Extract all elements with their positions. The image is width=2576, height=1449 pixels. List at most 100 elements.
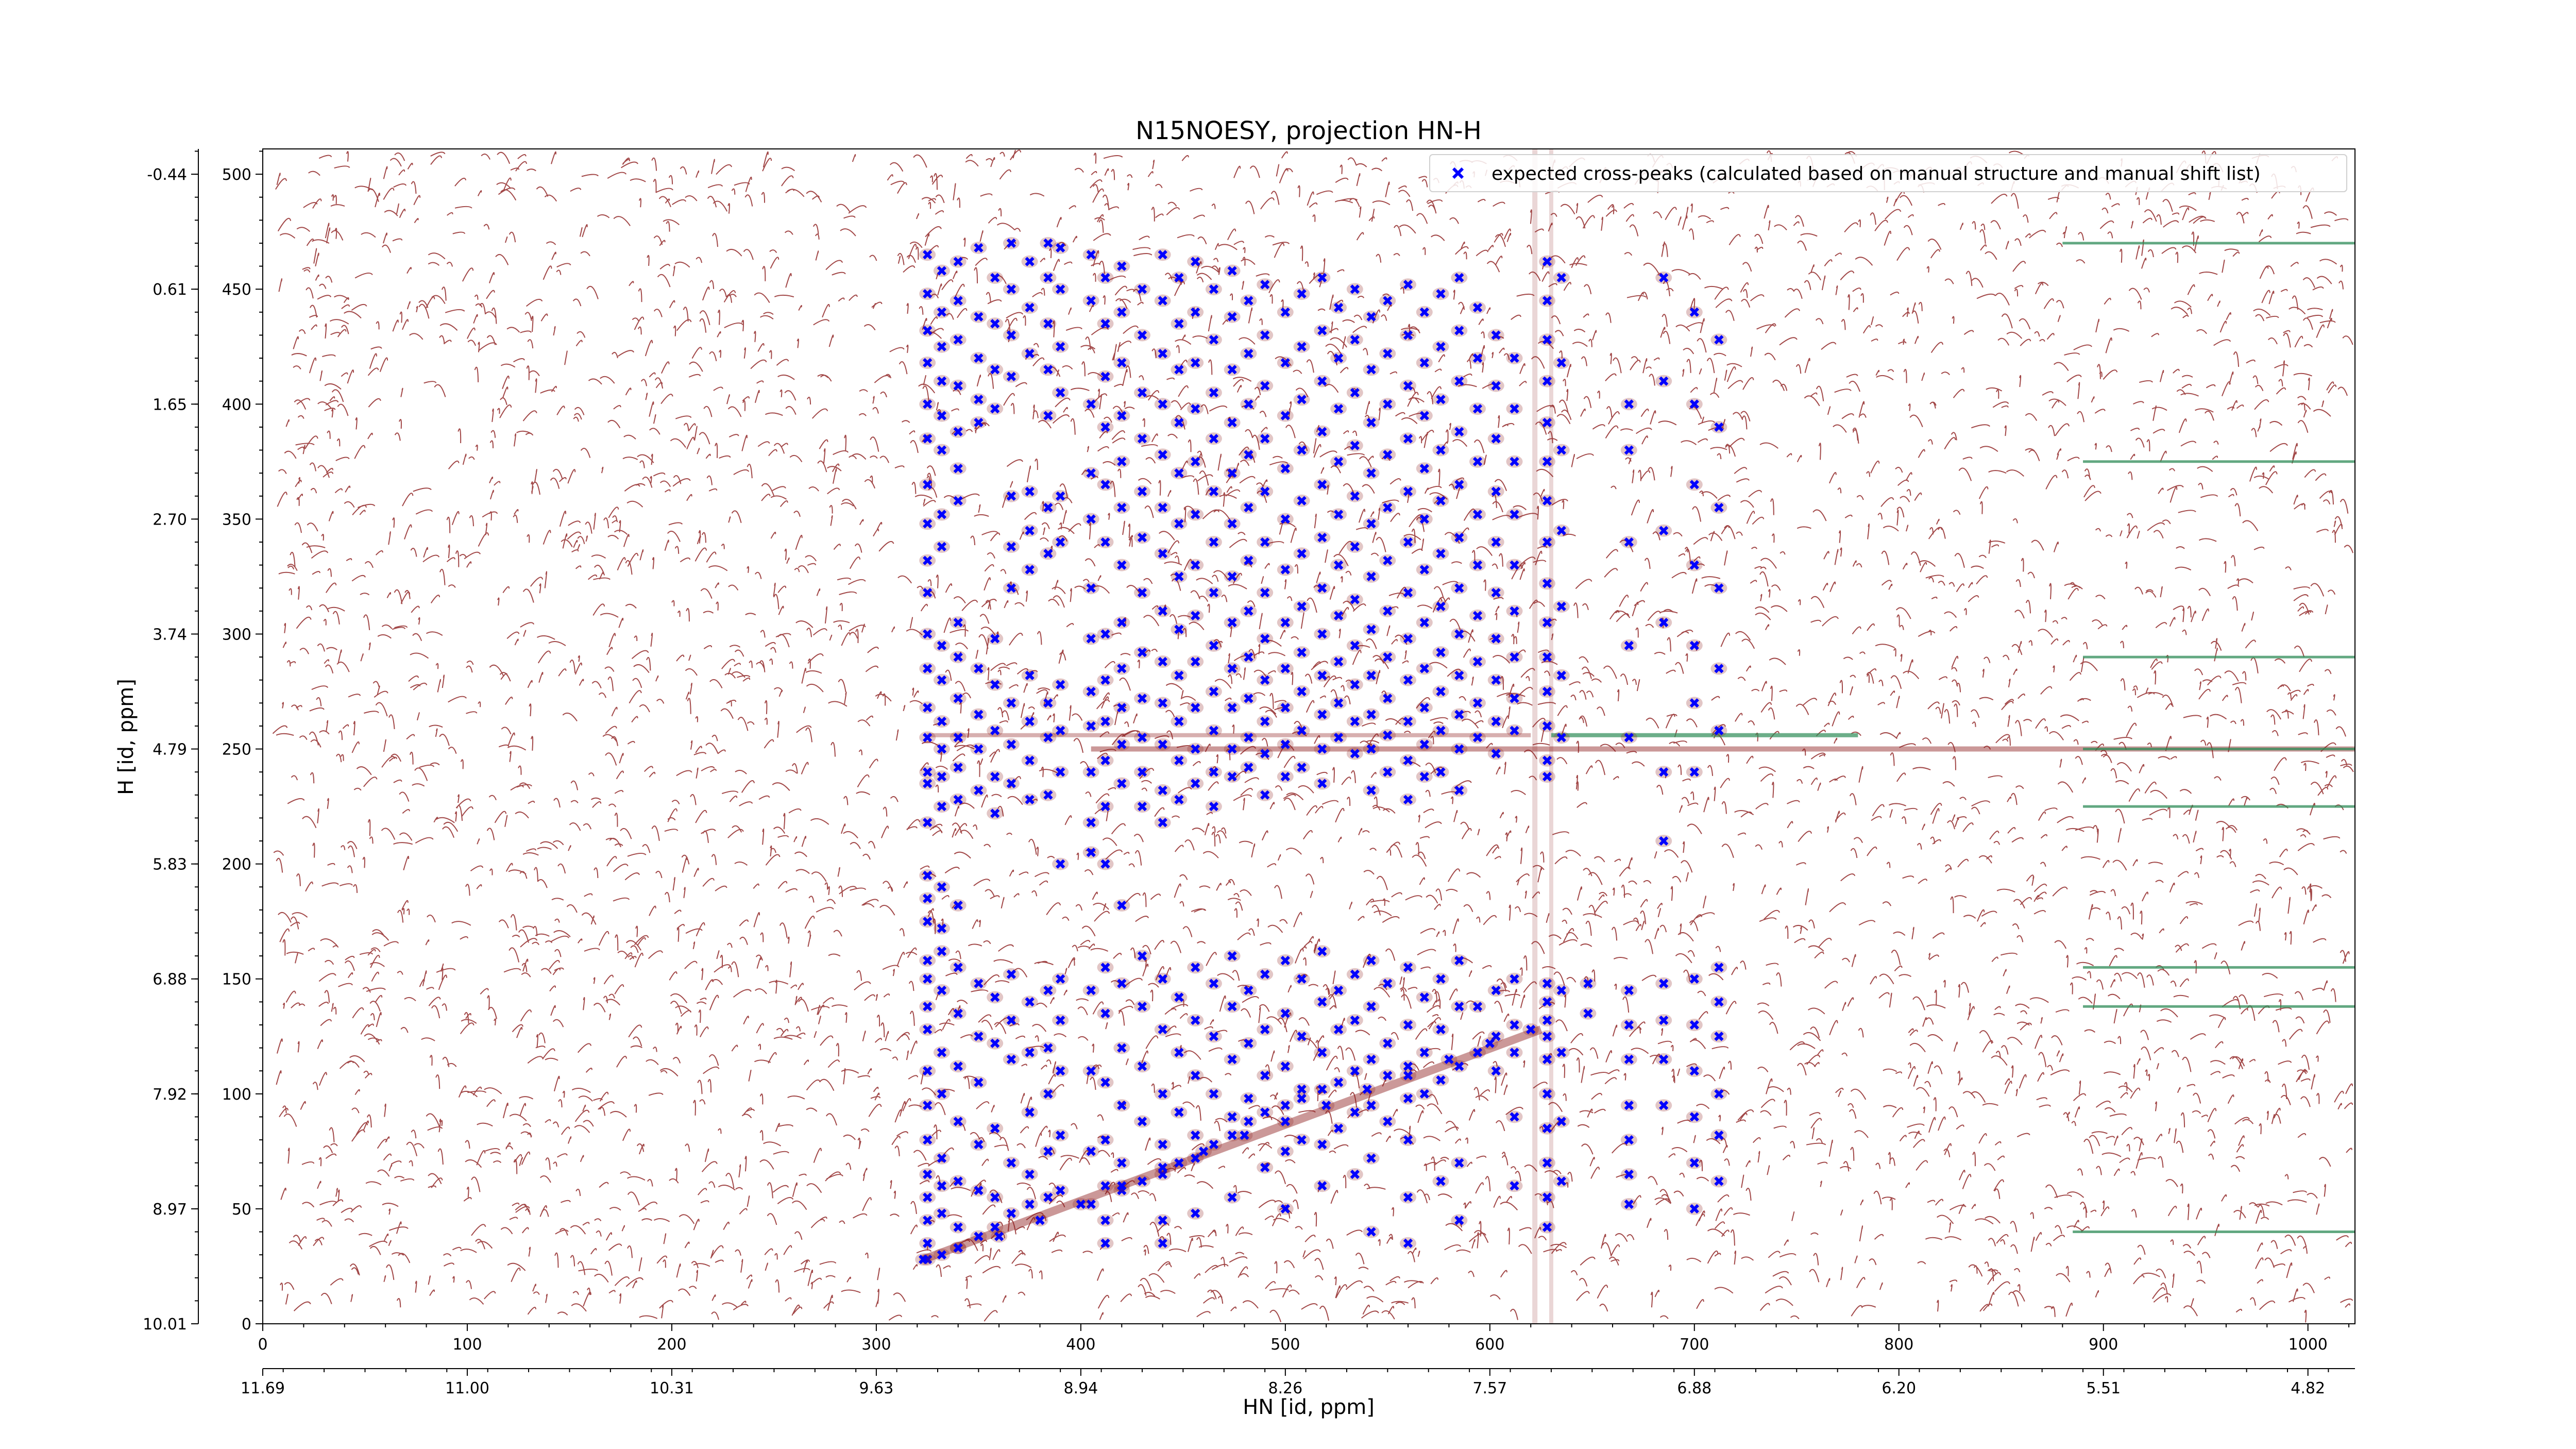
expected-peak xyxy=(1031,1214,1048,1227)
expected-peak xyxy=(1277,357,1294,369)
expected-peak xyxy=(1400,278,1416,291)
expected-peak xyxy=(1487,485,1504,498)
expected-peak xyxy=(919,1214,936,1227)
expected-peak xyxy=(1451,271,1468,284)
expected-peak xyxy=(950,294,967,307)
expected-peak xyxy=(1257,968,1274,981)
x-index-tick-label: 600 xyxy=(1475,1336,1504,1354)
expected-peak xyxy=(970,708,987,721)
expected-peak xyxy=(1539,577,1555,590)
expected-peak xyxy=(1451,669,1468,682)
expected-peak xyxy=(1363,517,1380,530)
y-index-tick-label: 100 xyxy=(222,1086,251,1104)
x-index-tick-label: 900 xyxy=(2089,1336,2118,1354)
expected-peak xyxy=(1379,1037,1396,1050)
expected-peak xyxy=(1097,420,1114,433)
expected-peak xyxy=(1451,954,1468,967)
expected-peak xyxy=(1082,1145,1099,1158)
expected-peak xyxy=(919,398,936,411)
expected-peak xyxy=(1314,271,1331,284)
expected-peak xyxy=(1187,743,1204,755)
expected-peak xyxy=(950,899,967,912)
y-ppm-tick-label: 5.83 xyxy=(152,856,187,874)
expected-peaks-layer xyxy=(915,237,1727,1266)
legend: expected cross-peaks (calculated based o… xyxy=(1429,154,2347,192)
expected-peak xyxy=(1330,984,1347,997)
y-ppm-tick-label: 0.61 xyxy=(152,281,187,299)
expected-peak xyxy=(1400,379,1416,392)
expected-peak xyxy=(919,816,936,829)
expected-peak xyxy=(1257,536,1274,548)
expected-peak xyxy=(1224,1000,1241,1013)
expected-peak xyxy=(1487,632,1504,645)
x-index-tick-label: 300 xyxy=(861,1336,891,1354)
expected-peak xyxy=(1363,669,1380,682)
expected-peak xyxy=(1240,448,1257,461)
expected-peak xyxy=(1257,1069,1274,1082)
expected-peak xyxy=(1539,996,1555,1008)
expected-peak xyxy=(950,494,967,507)
expected-peak xyxy=(933,800,950,813)
expected-peak xyxy=(1224,264,1241,277)
x-ppm-tick-label: 4.82 xyxy=(2291,1379,2325,1397)
expected-peak xyxy=(1451,582,1468,595)
expected-peak xyxy=(1021,669,1038,682)
expected-peak xyxy=(1082,513,1099,526)
expected-peak xyxy=(915,1253,932,1266)
expected-peak xyxy=(1040,984,1057,997)
expected-peak xyxy=(1314,628,1331,641)
expected-peak xyxy=(1257,1023,1274,1036)
expected-peak xyxy=(1134,432,1150,445)
expected-peak xyxy=(1224,363,1241,376)
expected-peak xyxy=(1487,673,1504,686)
expected-peak xyxy=(1539,1191,1555,1204)
expected-peak xyxy=(1277,462,1294,475)
expected-peak xyxy=(1134,1060,1150,1073)
expected-peak xyxy=(1257,485,1274,498)
expected-peak xyxy=(987,807,1004,820)
expected-peak xyxy=(1363,954,1380,967)
expected-peak xyxy=(1379,729,1396,742)
expected-peak xyxy=(1171,623,1188,636)
expected-peak xyxy=(1620,536,1637,548)
expected-peak xyxy=(1277,409,1294,422)
expected-peak xyxy=(1154,655,1171,668)
expected-peak xyxy=(1003,1207,1020,1220)
expected-peak xyxy=(1686,766,1703,779)
expected-peak xyxy=(1359,1083,1376,1096)
expected-peak xyxy=(1506,724,1523,737)
expected-peak xyxy=(919,1237,936,1250)
expected-peak xyxy=(919,915,936,928)
expected-peak xyxy=(950,793,967,806)
expected-peak xyxy=(1710,1087,1727,1100)
expected-peak xyxy=(970,1076,987,1089)
expected-peak xyxy=(1710,420,1727,433)
expected-peak xyxy=(1240,984,1257,997)
y-index-tick-label: 50 xyxy=(232,1201,251,1219)
expected-peak xyxy=(1040,1041,1057,1054)
expected-peak xyxy=(1257,278,1274,291)
expected-peak xyxy=(987,1037,1004,1050)
expected-peak xyxy=(1469,352,1486,364)
expected-peak xyxy=(919,1000,936,1013)
expected-peak xyxy=(1363,784,1380,797)
expected-peak xyxy=(1187,1152,1204,1165)
expected-peak xyxy=(1236,1129,1253,1142)
y-ppm-tick-label: 2.70 xyxy=(152,511,187,529)
expected-peak xyxy=(1293,1030,1310,1043)
expected-peak xyxy=(933,881,950,894)
expected-peak xyxy=(1400,536,1416,548)
expected-peak xyxy=(1224,517,1241,530)
expected-peak xyxy=(1154,816,1171,829)
expected-peak xyxy=(1293,340,1310,353)
expected-peak xyxy=(1205,766,1222,779)
expected-peak xyxy=(1620,444,1637,457)
expected-peak xyxy=(1506,1180,1523,1192)
expected-peak xyxy=(1487,329,1504,342)
expected-peak xyxy=(1710,1030,1727,1043)
expected-peak xyxy=(1021,563,1038,576)
expected-peak xyxy=(1171,363,1188,376)
expected-peak xyxy=(1330,1023,1347,1036)
expected-peak xyxy=(1293,393,1310,406)
expected-peak xyxy=(1432,724,1449,737)
